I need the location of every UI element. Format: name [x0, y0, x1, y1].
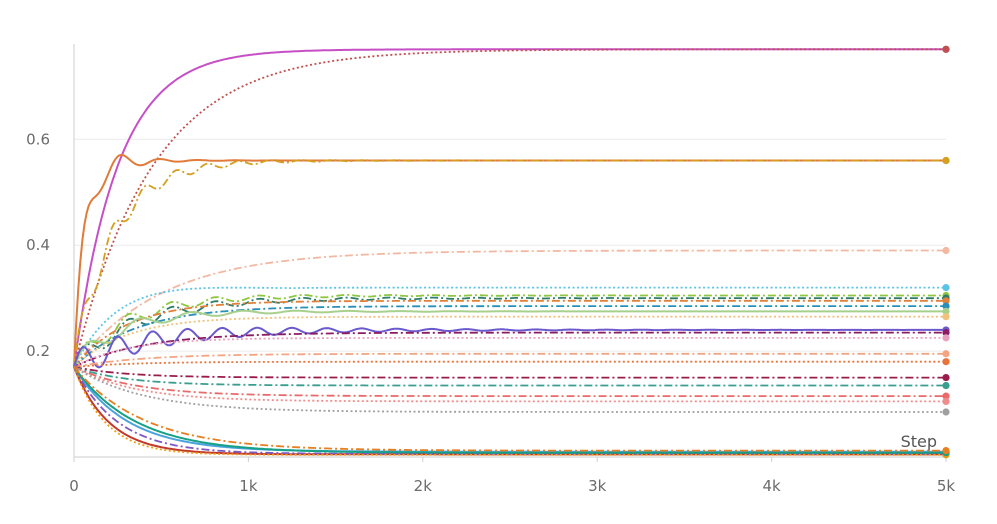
series-line-20 [73, 366, 945, 398]
series-end-marker-14 [942, 328, 950, 337]
x-tick-label-4k: 4k [762, 477, 781, 495]
x-tick-label-0: 0 [69, 477, 79, 495]
series-end-marker-21 [942, 397, 950, 406]
series-line-27 [73, 366, 945, 454]
series-end-marker-4 [942, 156, 950, 165]
series-end-marker-15 [942, 334, 950, 342]
series-end-marker-18 [942, 373, 950, 382]
series-line-15 [73, 336, 945, 368]
series-end-marker-12 [942, 313, 950, 321]
series-end-marker-11 [942, 307, 950, 315]
end-markers [942, 45, 950, 459]
axes [73, 44, 947, 462]
x-tick-label-2k: 2k [414, 477, 433, 495]
series-end-marker-17 [942, 358, 950, 366]
series-line-24 [73, 366, 945, 453]
grid-lines [74, 138, 946, 352]
y-tick-label-0.2: 0.2 [26, 342, 50, 360]
x-tick-label-1k: 1k [239, 477, 258, 495]
series-line-5 [73, 249, 945, 368]
series-end-marker-6 [942, 283, 950, 292]
series-end-marker-10 [942, 302, 950, 310]
series-line-18 [73, 366, 945, 379]
series-end-marker-16 [942, 350, 950, 358]
series-end-marker-28 [942, 447, 950, 455]
series-line-21 [73, 366, 945, 403]
y-tick-label-0.6: 0.6 [26, 130, 50, 148]
series-end-marker-5 [942, 246, 950, 255]
series-line-8 [73, 296, 945, 368]
series-end-marker-22 [942, 408, 950, 416]
series-line-19 [73, 366, 945, 387]
series-line-3 [73, 153, 945, 368]
series-line-2 [73, 48, 945, 368]
series-line-6 [73, 286, 945, 368]
series-end-marker-20 [942, 392, 950, 400]
series-line-13 [73, 326, 945, 369]
series-line-25 [73, 366, 945, 455]
series-line-9 [73, 299, 945, 368]
series-end-marker-2 [942, 45, 950, 53]
series-end-marker-19 [942, 381, 950, 390]
series-line-14 [73, 331, 945, 368]
series-line-11 [73, 309, 945, 368]
series-line-26 [73, 366, 945, 456]
series-line-10 [73, 305, 945, 368]
series-line-23 [73, 366, 945, 456]
series-line-12 [73, 315, 945, 368]
series-line-22 [73, 366, 945, 413]
y-tick-label-0.4: 0.4 [26, 236, 50, 254]
series-end-marker-9 [942, 297, 950, 305]
series-group [73, 48, 945, 456]
x-axis-label: Step [901, 432, 937, 451]
x-tick-label-5k: 5k [937, 477, 956, 495]
series-line-28 [73, 366, 945, 452]
series-line-16 [73, 352, 945, 368]
series-line-4 [73, 159, 945, 368]
series-line-17 [73, 360, 945, 368]
tick-labels: 0 1k 2k 3k 4k 5k 0.2 0.4 0.6 [26, 130, 955, 495]
series-line-1 [73, 48, 945, 368]
x-tick-label-3k: 3k [588, 477, 607, 495]
